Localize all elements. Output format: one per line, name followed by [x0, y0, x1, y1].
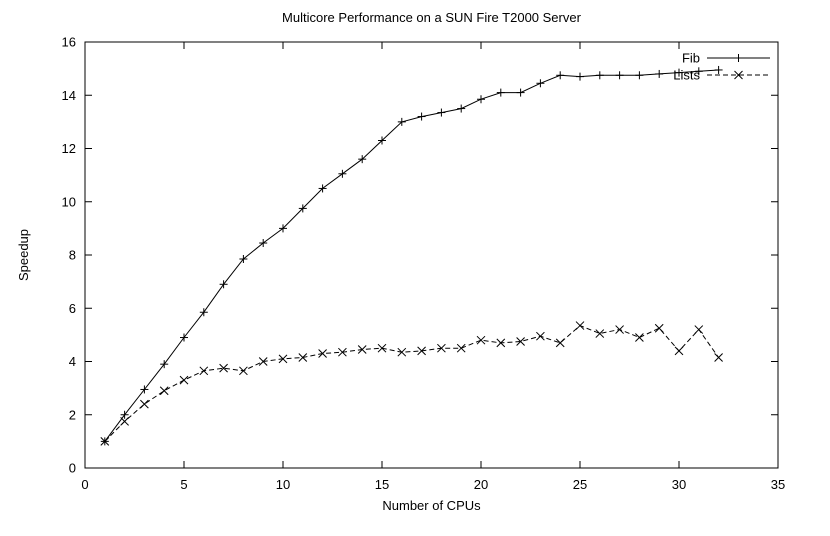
- x-axis-label: Number of CPUs: [382, 498, 481, 513]
- y-axis-label: Speedup: [16, 229, 31, 281]
- cross-marker: [377, 343, 387, 353]
- cross-marker: [694, 325, 704, 334]
- cross-marker: [397, 347, 407, 357]
- y-tick-label: 4: [69, 354, 76, 369]
- cross-marker: [595, 329, 605, 338]
- cross-marker: [159, 386, 169, 396]
- y-tick-label: 12: [62, 141, 76, 156]
- y-tick-label: 2: [69, 407, 76, 422]
- series-lists-markers: [100, 321, 723, 446]
- cross-marker: [239, 366, 248, 376]
- y-tick-label: 0: [69, 461, 76, 476]
- y-tick-label: 8: [69, 248, 76, 263]
- y-tick-label: 14: [62, 88, 76, 103]
- cross-marker: [120, 417, 129, 426]
- cross-marker: [318, 349, 327, 358]
- cross-marker: [674, 346, 684, 356]
- cross-marker: [179, 375, 189, 385]
- cross-marker: [298, 353, 308, 362]
- x-tick-label: 10: [276, 477, 290, 492]
- cross-marker: [615, 325, 624, 334]
- cross-marker: [476, 335, 486, 345]
- cross-marker: [357, 345, 367, 354]
- y-tick-label: 16: [62, 35, 76, 50]
- cross-marker: [456, 343, 466, 353]
- y-tick-label: 10: [62, 194, 76, 209]
- cross-marker: [734, 70, 743, 80]
- cross-marker: [575, 321, 585, 330]
- cross-marker: [496, 338, 506, 348]
- cross-marker: [654, 323, 664, 333]
- legend-label-lists: Lists: [673, 68, 700, 83]
- x-tick-label: 30: [672, 477, 686, 492]
- x-tick-label: 15: [375, 477, 389, 492]
- cross-marker: [536, 331, 545, 341]
- cross-marker: [199, 366, 209, 376]
- series-fib-line: [104, 69, 719, 442]
- cross-marker: [417, 346, 426, 356]
- series-fib-markers: [100, 65, 723, 446]
- chart-title: Multicore Performance on a SUN Fire T200…: [282, 10, 582, 25]
- x-tick-label: 20: [474, 477, 488, 492]
- x-tick-label: 5: [180, 477, 187, 492]
- x-tick-label: 0: [81, 477, 88, 492]
- cross-marker: [100, 437, 110, 446]
- cross-marker: [338, 347, 347, 357]
- plot-border: [84, 41, 779, 469]
- cross-marker: [437, 343, 446, 353]
- cross-marker: [714, 353, 723, 362]
- cross-marker: [516, 337, 525, 346]
- series-lists-line: [104, 325, 720, 442]
- cross-marker: [219, 363, 228, 373]
- cross-marker: [635, 333, 644, 342]
- x-tick-label: 25: [573, 477, 587, 492]
- x-tick-label: 35: [771, 477, 785, 492]
- cross-marker: [140, 399, 149, 409]
- cross-marker: [278, 354, 288, 364]
- cross-marker: [258, 357, 268, 366]
- legend-label-fib: Fib: [682, 51, 700, 66]
- y-tick-label: 6: [69, 301, 76, 316]
- cross-marker: [555, 338, 565, 348]
